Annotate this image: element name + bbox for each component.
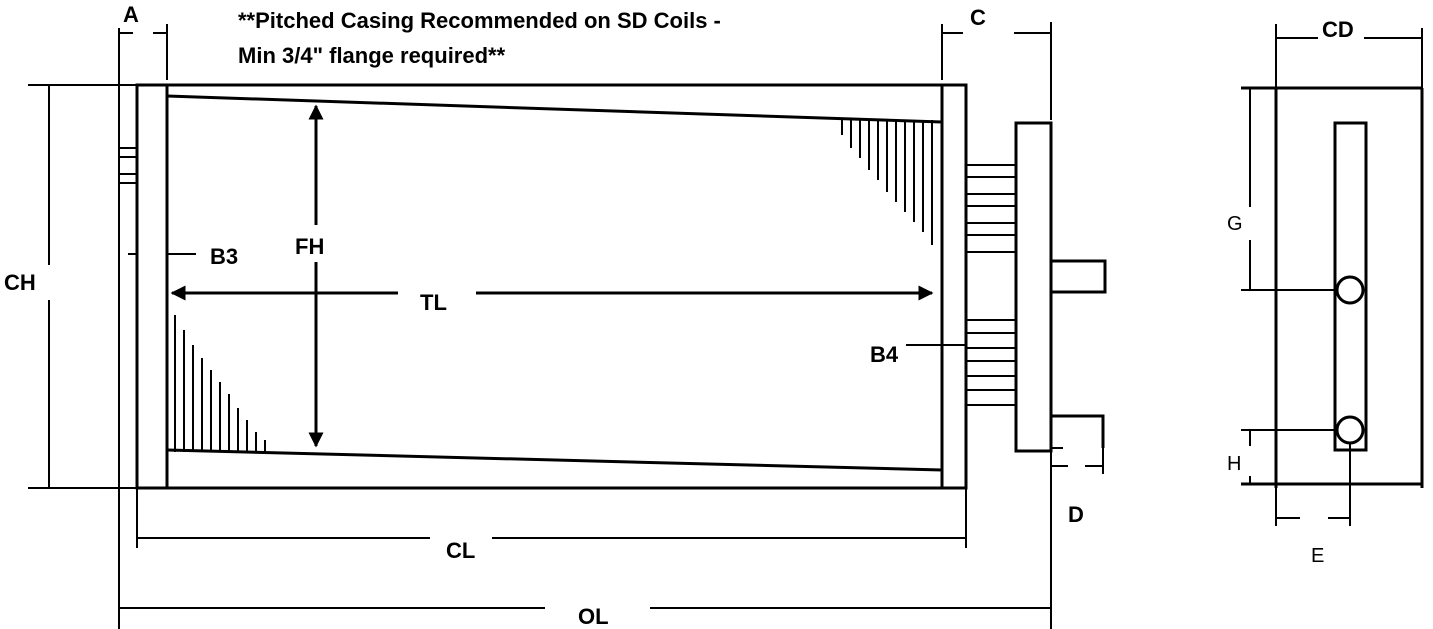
lower-connection-stub	[1051, 414, 1105, 448]
left-return-bend	[119, 147, 137, 255]
note-line-2: Min 3/4" flange required**	[238, 43, 506, 68]
fin-hatching-right	[841, 120, 933, 245]
upper-connection-circle	[1335, 275, 1365, 305]
header-box	[1014, 121, 1053, 453]
front-view	[118, 83, 1107, 490]
note-line-1: **Pitched Casing Recommended on SD Coils…	[238, 8, 721, 33]
side-view	[1241, 24, 1424, 526]
label-a: A	[123, 2, 139, 27]
casing-outline	[135, 83, 968, 490]
label-b4: B4	[870, 342, 899, 367]
pitched-top-line	[166, 94, 943, 124]
label-b3: B3	[210, 244, 238, 269]
header-tubes	[966, 164, 1016, 406]
label-cd: CD	[1322, 17, 1354, 42]
lower-connection-circle	[1335, 415, 1365, 445]
label-h: H	[1227, 453, 1241, 475]
label-c: C	[970, 5, 986, 30]
pitched-bottom-line	[166, 448, 943, 472]
upper-connection-stub	[1051, 259, 1107, 294]
label-ol: OL	[578, 604, 609, 629]
label-fh: FH	[295, 234, 324, 259]
label-tl: TL	[420, 290, 447, 315]
label-ch: CH	[4, 270, 36, 295]
fin-hatching-left	[174, 315, 266, 452]
label-g: G	[1227, 213, 1243, 235]
dimension-lines	[28, 22, 1104, 629]
label-d: D	[1068, 502, 1084, 527]
label-cl: CL	[446, 538, 475, 563]
label-e: E	[1311, 545, 1324, 567]
